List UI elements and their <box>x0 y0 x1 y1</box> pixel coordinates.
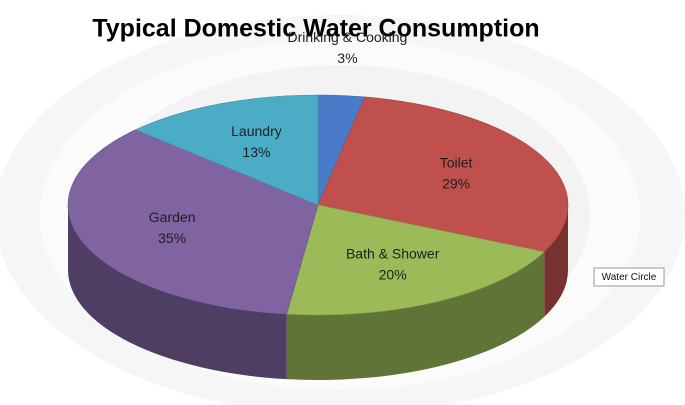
slice-side <box>68 205 287 380</box>
slice-value-label: 35% <box>158 230 186 246</box>
legend-box <box>593 267 665 287</box>
slice-label: Drinking & Cooking <box>287 29 407 45</box>
chart-title: Typical Domestic Water Consumption <box>92 15 539 43</box>
slice-label: Garden <box>149 209 196 225</box>
slice-label: Laundry <box>231 123 282 139</box>
slice-label: Bath & Shower <box>346 245 440 261</box>
slice <box>135 94 319 206</box>
slice-side <box>286 251 545 380</box>
pie <box>67 94 569 380</box>
slice <box>317 96 569 253</box>
slice-value-label: 29% <box>442 176 470 192</box>
slice-label: Toilet <box>440 155 473 171</box>
slice-value-label: 20% <box>379 266 407 282</box>
slice <box>286 204 545 316</box>
legend-entry: Water Circle <box>602 272 657 283</box>
labels: Drinking & Cooking 3% Toilet 29% Bath & Show… <box>149 29 473 283</box>
slice-side <box>544 205 568 317</box>
slice <box>67 129 319 315</box>
slice-value-label: 3% <box>337 50 357 66</box>
slice-value-label: 13% <box>242 144 270 160</box>
